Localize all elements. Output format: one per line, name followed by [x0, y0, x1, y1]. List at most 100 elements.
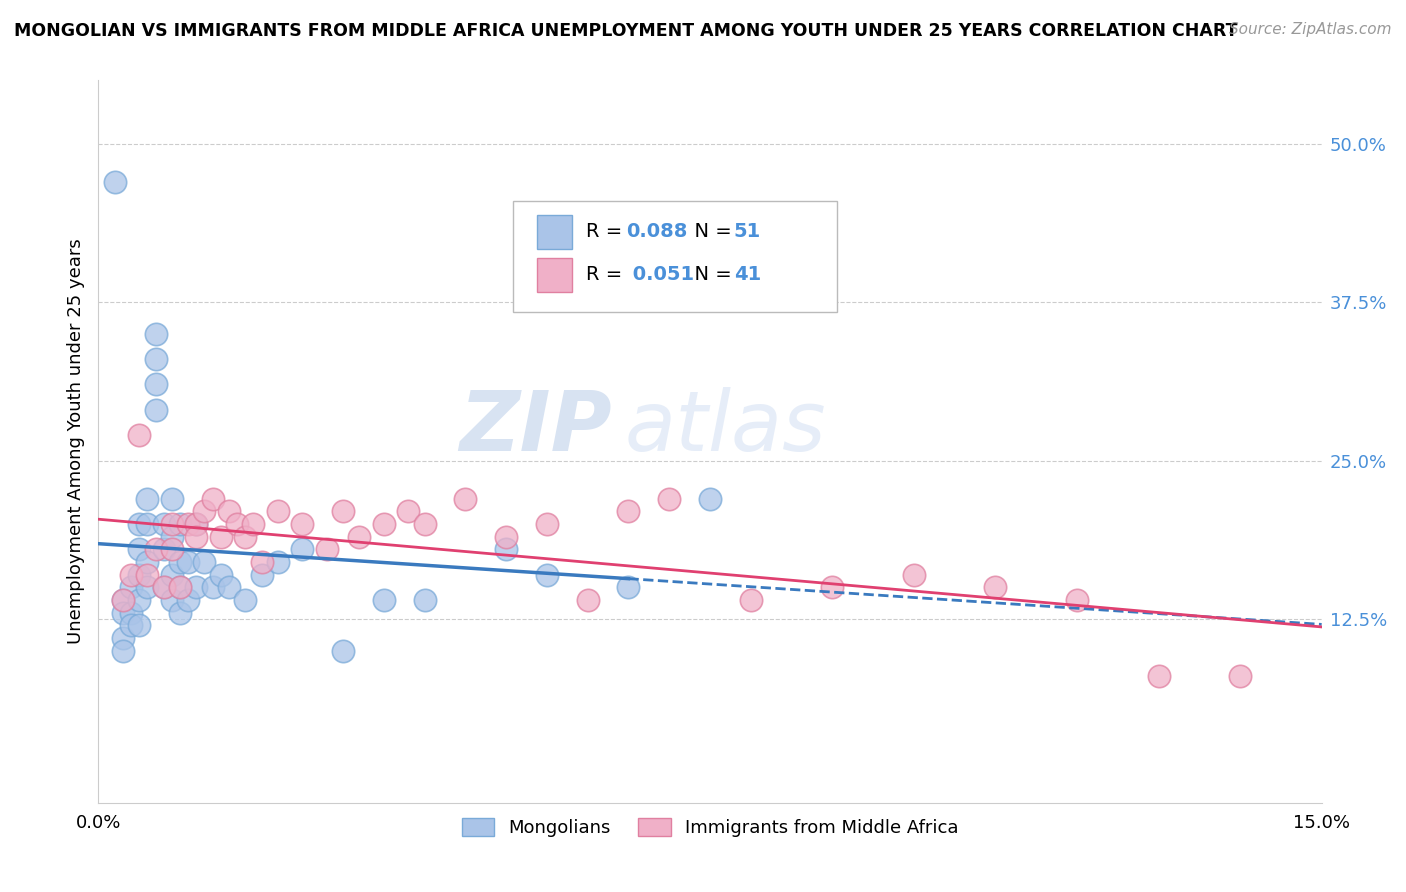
Point	[169, 555, 191, 569]
Point	[152, 580, 174, 594]
Point	[201, 491, 224, 506]
Point	[413, 516, 436, 531]
Point	[186, 516, 208, 531]
Point	[209, 567, 232, 582]
Point	[136, 555, 159, 569]
Point	[177, 516, 200, 531]
Point	[226, 516, 249, 531]
Point	[233, 530, 256, 544]
Text: N =: N =	[682, 265, 738, 285]
Text: Source: ZipAtlas.com: Source: ZipAtlas.com	[1229, 22, 1392, 37]
Point	[201, 580, 224, 594]
Point	[193, 504, 215, 518]
Point	[454, 491, 477, 506]
Point	[145, 542, 167, 557]
Point	[699, 491, 721, 506]
Legend: Mongolians, Immigrants from Middle Africa: Mongolians, Immigrants from Middle Afric…	[454, 811, 966, 845]
Text: 51: 51	[734, 222, 761, 242]
Point	[136, 567, 159, 582]
Point	[145, 377, 167, 392]
Point	[186, 516, 208, 531]
Text: 0.051: 0.051	[626, 265, 693, 285]
Point	[332, 504, 354, 518]
Point	[111, 593, 134, 607]
Point	[111, 593, 134, 607]
Point	[169, 516, 191, 531]
Text: MONGOLIAN VS IMMIGRANTS FROM MIDDLE AFRICA UNEMPLOYMENT AMONG YOUTH UNDER 25 YEA: MONGOLIAN VS IMMIGRANTS FROM MIDDLE AFRI…	[14, 22, 1237, 40]
Point	[1066, 593, 1088, 607]
Point	[373, 516, 395, 531]
Point	[177, 555, 200, 569]
Point	[617, 504, 640, 518]
Point	[152, 542, 174, 557]
Point	[169, 580, 191, 594]
Point	[536, 567, 558, 582]
Point	[1147, 669, 1170, 683]
Text: ZIP: ZIP	[460, 386, 612, 467]
Point	[576, 593, 599, 607]
Point	[160, 516, 183, 531]
Point	[218, 504, 240, 518]
Point	[128, 428, 150, 442]
Point	[396, 504, 419, 518]
Point	[120, 606, 142, 620]
Point	[128, 593, 150, 607]
Point	[1229, 669, 1251, 683]
Point	[111, 631, 134, 645]
Point	[250, 567, 273, 582]
Point	[136, 491, 159, 506]
Point	[160, 593, 183, 607]
Point	[193, 555, 215, 569]
Point	[177, 593, 200, 607]
Point	[128, 516, 150, 531]
Point	[104, 175, 127, 189]
Point	[218, 580, 240, 594]
Point	[152, 516, 174, 531]
Point	[120, 580, 142, 594]
Text: atlas: atlas	[624, 386, 827, 467]
Point	[136, 580, 159, 594]
Text: N =: N =	[682, 222, 738, 242]
Point	[267, 504, 290, 518]
Text: 0.088: 0.088	[626, 222, 688, 242]
Point	[136, 516, 159, 531]
Point	[186, 580, 208, 594]
Point	[984, 580, 1007, 594]
Point	[128, 567, 150, 582]
Text: R =: R =	[586, 222, 628, 242]
Point	[111, 606, 134, 620]
Point	[903, 567, 925, 582]
Point	[495, 530, 517, 544]
Point	[349, 530, 371, 544]
Point	[128, 542, 150, 557]
Point	[740, 593, 762, 607]
Point	[821, 580, 844, 594]
Point	[160, 530, 183, 544]
Point	[145, 352, 167, 367]
Point	[413, 593, 436, 607]
Point	[128, 618, 150, 632]
Point	[536, 516, 558, 531]
Point	[186, 530, 208, 544]
Point	[373, 593, 395, 607]
Point	[145, 326, 167, 341]
Point	[250, 555, 273, 569]
Point	[332, 643, 354, 657]
Text: R =: R =	[586, 265, 628, 285]
Point	[209, 530, 232, 544]
Point	[111, 643, 134, 657]
Point	[658, 491, 681, 506]
Point	[160, 567, 183, 582]
Point	[291, 542, 314, 557]
Point	[160, 491, 183, 506]
Point	[160, 542, 183, 557]
Point	[169, 580, 191, 594]
Point	[145, 402, 167, 417]
Point	[617, 580, 640, 594]
Point	[495, 542, 517, 557]
Point	[267, 555, 290, 569]
Text: 41: 41	[734, 265, 761, 285]
Point	[120, 618, 142, 632]
Point	[233, 593, 256, 607]
Point	[169, 606, 191, 620]
